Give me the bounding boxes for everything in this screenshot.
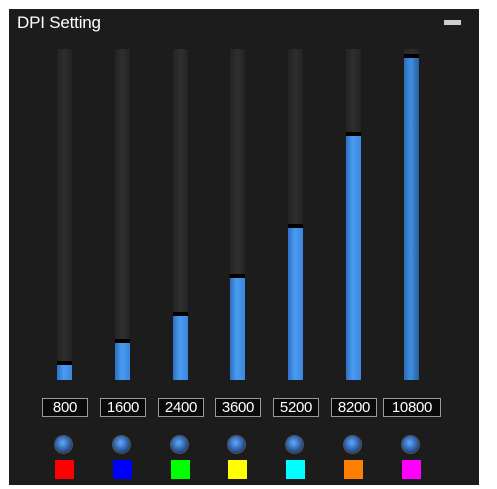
dpi-color-swatch[interactable] <box>55 460 74 479</box>
dpi-slider-track[interactable] <box>115 49 130 380</box>
dpi-setting-panel: DPI Setting 800 1600 2400 3600 5200 8200 10800 <box>9 9 479 485</box>
dpi-value-field[interactable]: 10800 <box>383 398 441 417</box>
dpi-select-radio[interactable] <box>171 436 188 453</box>
dpi-level-6: 8200 <box>325 9 383 485</box>
dpi-color-swatch[interactable] <box>344 460 363 479</box>
dpi-color-swatch[interactable] <box>402 460 421 479</box>
dpi-slider-track[interactable] <box>57 49 72 380</box>
dpi-color-swatch[interactable] <box>286 460 305 479</box>
dpi-level-7: 10800 <box>383 9 441 485</box>
dpi-select-radio[interactable] <box>228 436 245 453</box>
dpi-value-field[interactable]: 800 <box>42 398 88 417</box>
dpi-select-radio[interactable] <box>113 436 130 453</box>
dpi-select-radio[interactable] <box>344 436 361 453</box>
dpi-color-swatch[interactable] <box>171 460 190 479</box>
dpi-slider-track[interactable] <box>288 49 303 380</box>
minimize-icon[interactable] <box>444 20 461 25</box>
dpi-level-4: 3600 <box>209 9 267 485</box>
dpi-slider-fill[interactable] <box>230 274 245 380</box>
dpi-select-radio[interactable] <box>55 436 72 453</box>
dpi-slider-track[interactable] <box>230 49 245 380</box>
dpi-slider-fill[interactable] <box>173 312 188 380</box>
dpi-value-field[interactable]: 5200 <box>273 398 319 417</box>
dpi-slider-fill[interactable] <box>57 361 72 380</box>
dpi-value-field[interactable]: 3600 <box>215 398 261 417</box>
dpi-level-2: 1600 <box>94 9 152 485</box>
dpi-value-field[interactable]: 1600 <box>100 398 146 417</box>
dpi-value-field[interactable]: 8200 <box>331 398 377 417</box>
dpi-level-1: 800 <box>36 9 94 485</box>
dpi-slider-track[interactable] <box>404 49 419 380</box>
dpi-slider-track[interactable] <box>346 49 361 380</box>
dpi-level-3: 2400 <box>152 9 210 485</box>
dpi-slider-fill[interactable] <box>115 339 130 380</box>
dpi-slider-track[interactable] <box>173 49 188 380</box>
dpi-select-radio[interactable] <box>402 436 419 453</box>
dpi-slider-fill[interactable] <box>346 132 361 380</box>
dpi-slider-fill[interactable] <box>288 224 303 380</box>
dpi-value-field[interactable]: 2400 <box>158 398 204 417</box>
dpi-select-radio[interactable] <box>286 436 303 453</box>
dpi-slider-fill[interactable] <box>404 54 419 380</box>
dpi-color-swatch[interactable] <box>228 460 247 479</box>
dpi-color-swatch[interactable] <box>113 460 132 479</box>
panel-title: DPI Setting <box>17 13 101 32</box>
dpi-level-5: 5200 <box>267 9 325 485</box>
